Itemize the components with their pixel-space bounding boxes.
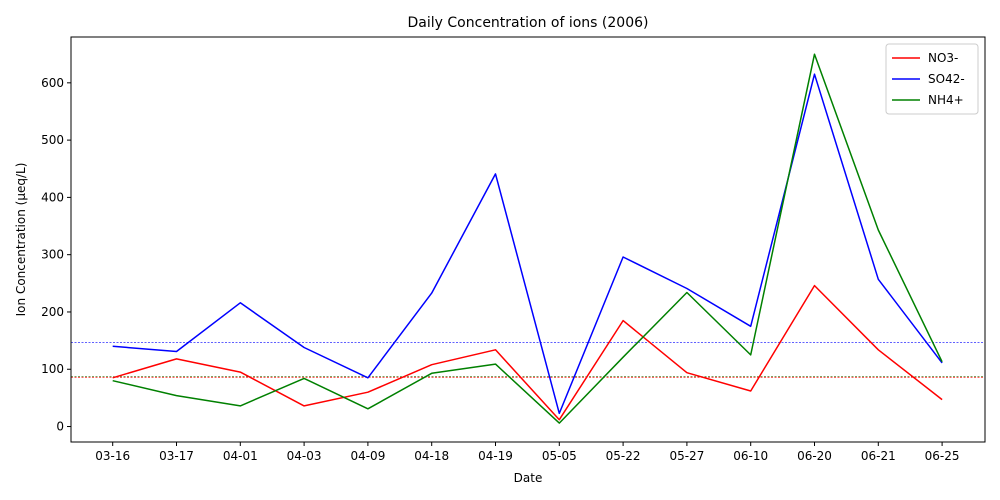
legend: NO3- SO42- NH4+ — [885, 43, 979, 115]
x-tick-label: 06-25 — [925, 449, 960, 463]
x-tick-label: 06-10 — [733, 449, 768, 463]
x-tick-label: 04-19 — [478, 449, 513, 463]
y-tick-label: 100 — [41, 362, 64, 376]
x-tick-label: 05-05 — [542, 449, 577, 463]
legend-label: NO3- — [928, 51, 958, 65]
x-axis: 03-16 03-17 04-01 04-03 04-09 04-18 04-19 05-05… — [95, 442, 960, 463]
series-line-so42 — [112, 73, 943, 415]
y-tick-label: 0 — [56, 420, 64, 434]
x-tick-label: 06-21 — [861, 449, 896, 463]
y-tick-label: 500 — [41, 133, 64, 147]
y-tick-label: 600 — [41, 76, 64, 90]
x-axis-title: Date — [514, 471, 543, 485]
x-tick-label: 05-27 — [669, 449, 704, 463]
x-tick-label: 05-22 — [606, 449, 641, 463]
x-tick-label: 06-20 — [797, 449, 832, 463]
series-lines — [112, 53, 943, 424]
reference-lines — [71, 341, 985, 378]
legend-label: SO42- — [928, 72, 965, 86]
x-tick-label: 03-17 — [159, 449, 194, 463]
y-tick-label: 300 — [41, 248, 64, 262]
y-axis: 0 100 200 300 400 500 600 — [41, 76, 71, 434]
legend-box — [885, 43, 979, 115]
x-tick-label: 03-16 — [95, 449, 130, 463]
y-axis-title: Ion Concentration (µeq/L) — [14, 163, 28, 317]
legend-label: NH4+ — [928, 93, 964, 107]
y-tick-label: 200 — [41, 305, 64, 319]
plot-frame — [70, 36, 986, 443]
x-tick-label: 04-09 — [350, 449, 385, 463]
x-tick-label: 04-03 — [287, 449, 322, 463]
x-tick-label: 04-18 — [414, 449, 449, 463]
series-line-nh4 — [112, 53, 943, 424]
x-tick-label: 04-01 — [223, 449, 258, 463]
y-tick-label: 400 — [41, 190, 64, 204]
series-line-no3 — [112, 284, 943, 421]
chart-title: Daily Concentration of ions (2006) — [408, 15, 649, 31]
